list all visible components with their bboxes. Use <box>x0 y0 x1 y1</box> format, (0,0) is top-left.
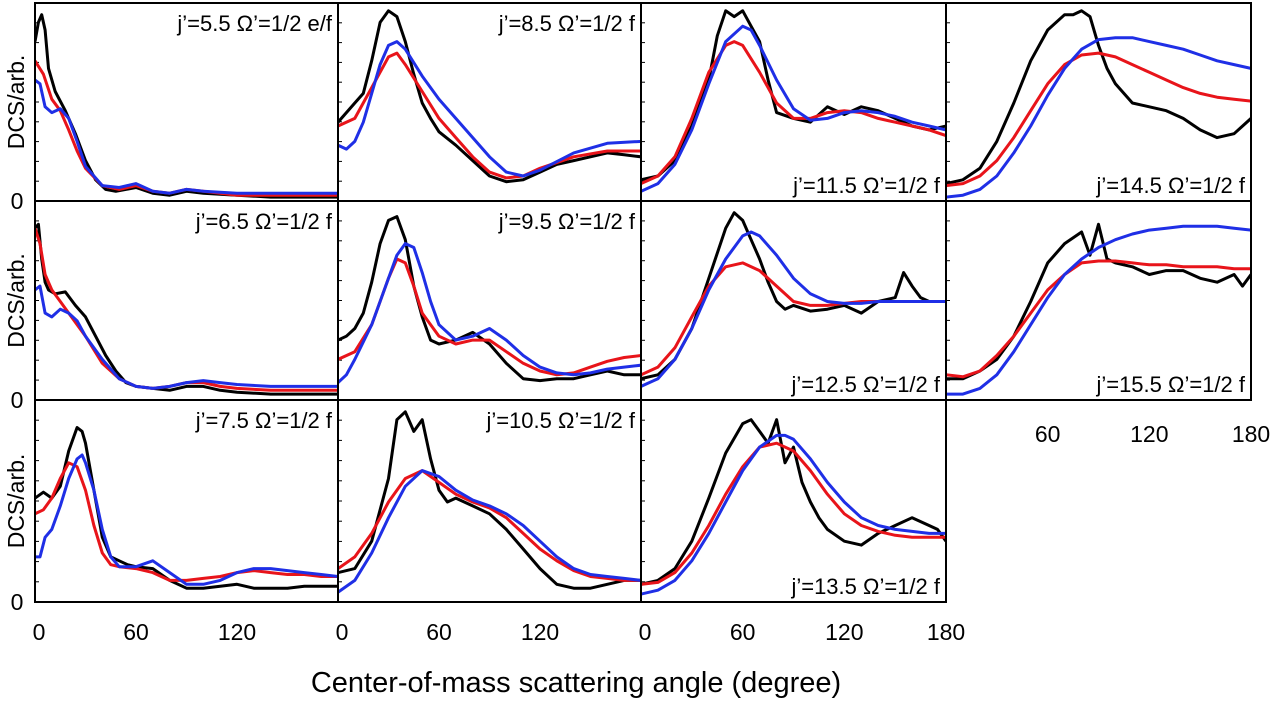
panel-series <box>36 13 337 199</box>
x-tick-label: 180 <box>927 619 965 645</box>
experiment-line <box>339 410 640 590</box>
x-tick-label: 60 <box>426 619 452 645</box>
theory-blue-line <box>642 24 945 193</box>
y-axis-title: DCS/arb. <box>3 55 29 150</box>
theory-blue-line <box>36 453 337 586</box>
panel-series <box>339 9 640 184</box>
experiment-line <box>36 13 337 199</box>
experiment-line <box>947 9 1250 185</box>
panel-10: j’=10.5 Ω’=1/2 f <box>337 399 642 603</box>
panel-4: j’=14.5 Ω’=1/2 f <box>945 2 1252 202</box>
x-tick-label: 120 <box>218 619 256 645</box>
theory-blue-line <box>947 36 1250 199</box>
theory-red-line <box>339 469 640 582</box>
theory-blue-line <box>339 242 640 384</box>
theory-blue-line <box>339 40 640 178</box>
panel-8: j’=15.5 Ω’=1/2 f <box>945 200 1252 401</box>
panel-2: j’=8.5 Ω’=1/2 f <box>337 2 642 202</box>
panel-frame <box>640 399 947 603</box>
theory-red-line <box>36 461 337 582</box>
theory-blue-line <box>36 284 337 390</box>
panel-label: j’=13.5 Ω’=1/2 f <box>790 574 940 599</box>
y-axis-title: DCS/arb. <box>3 454 29 549</box>
panel-label: j’=7.5 Ω’=1/2 f <box>195 408 333 433</box>
panel-label: j’=12.5 Ω’=1/2 f <box>790 372 940 397</box>
panel-label: j’=15.5 Ω’=1/2 f <box>1095 372 1245 397</box>
panel-series <box>339 410 640 594</box>
experiment-line <box>642 418 945 586</box>
panel-label: j’=6.5 Ω’=1/2 f <box>195 209 333 234</box>
panel-series <box>642 9 945 193</box>
x-tick-label: 0 <box>639 619 652 645</box>
theory-red-line <box>947 259 1250 379</box>
panel-series <box>642 418 945 596</box>
panel-3: j’=11.5 Ω’=1/2 f <box>640 2 947 202</box>
x-tick-label: 0 <box>33 619 46 645</box>
theory-blue-line <box>642 230 945 388</box>
x-tick-label: 0 <box>336 619 349 645</box>
theory-red-line <box>36 60 337 197</box>
experiment-line <box>642 211 945 381</box>
panels-group: j’=5.5 Ω’=1/2 e/f j’=8.5 Ω’=1/2 f j’=11.5 … <box>34 2 1252 603</box>
y-zero-tick-label: 0 <box>11 188 24 214</box>
theory-blue-line <box>947 224 1250 396</box>
panel-label: j’=9.5 Ω’=1/2 f <box>498 209 636 234</box>
panel-frame <box>945 200 1252 401</box>
panel-label: j’=8.5 Ω’=1/2 f <box>498 11 636 36</box>
panel-6: j’=9.5 Ω’=1/2 f <box>337 200 642 401</box>
theory-red-line <box>642 40 945 185</box>
x-tick-label: 180 <box>1232 421 1270 447</box>
experiment-line <box>36 426 337 590</box>
panel-series <box>339 215 640 384</box>
x-tick-label: 60 <box>730 619 756 645</box>
panel-label: j’=11.5 Ω’=1/2 f <box>792 173 941 198</box>
experiment-line <box>339 215 640 383</box>
theory-blue-line <box>642 433 945 596</box>
panel-frame <box>640 2 947 202</box>
experiment-line <box>36 222 337 396</box>
experiment-line <box>339 9 640 184</box>
panel-series <box>36 222 337 396</box>
x-tick-label: 120 <box>1130 421 1168 447</box>
panel-label: j’=5.5 Ω’=1/2 e/f <box>176 11 333 36</box>
panel-9: j’=7.5 Ω’=1/2 f <box>34 399 339 603</box>
y-zero-tick-label: 0 <box>11 387 24 413</box>
y-zero-tick-label: 0 <box>11 589 24 615</box>
theory-blue-line <box>36 78 337 195</box>
panel-11: j’=13.5 Ω’=1/2 f <box>640 399 947 603</box>
x-tick-label: 60 <box>1035 421 1061 447</box>
theory-blue-line <box>339 469 640 594</box>
experiment-line <box>642 9 945 182</box>
panel-label: j’=14.5 Ω’=1/2 f <box>1095 173 1245 198</box>
theory-red-line <box>339 257 640 377</box>
panel-5: j’=6.5 Ω’=1/2 f <box>34 200 339 401</box>
theory-red-line <box>947 51 1250 187</box>
panel-1: j’=5.5 Ω’=1/2 e/f <box>34 2 339 202</box>
x-tick-label: 120 <box>825 619 863 645</box>
panel-series <box>36 426 337 590</box>
theory-red-line <box>642 441 945 586</box>
panel-series <box>947 9 1250 199</box>
x-axis-title: Center-of-mass scattering angle (degree) <box>311 667 841 699</box>
y-axis-title: DCS/arb. <box>3 253 29 348</box>
theory-red-line <box>339 51 640 180</box>
panel-7: j’=12.5 Ω’=1/2 f <box>640 200 947 401</box>
panel-series <box>642 211 945 388</box>
panel-label: j’=10.5 Ω’=1/2 f <box>485 408 635 433</box>
x-tick-label: 120 <box>521 619 559 645</box>
panel-frame <box>945 2 1252 202</box>
panel-series <box>947 222 1250 396</box>
x-tick-label: 60 <box>123 619 149 645</box>
